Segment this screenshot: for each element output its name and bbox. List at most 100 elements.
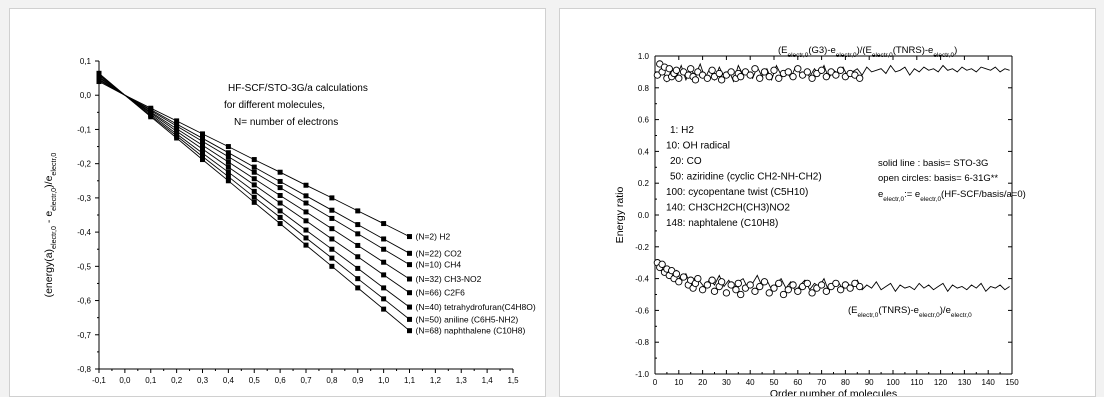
data-point (407, 304, 412, 310)
annotation-line: for different molecules, (224, 100, 325, 111)
series-label: (N=2) H2 (416, 232, 451, 242)
x-tick-label: 0 (653, 378, 658, 387)
data-point (277, 214, 283, 220)
open-circle-point (717, 76, 726, 84)
x-tick-label: 80 (841, 378, 850, 387)
open-circle-point (856, 282, 864, 291)
open-circle-point (803, 68, 811, 76)
data-point (251, 169, 257, 175)
y-tick-label: -0,4 (77, 228, 91, 237)
x-tick-label: 70 (817, 378, 826, 387)
x-tick-label: 0,8 (326, 376, 338, 385)
open-circle-point (737, 73, 745, 81)
legend-solid-line: solid line : basis= STO-3G (878, 158, 988, 169)
x-tick-label: 1,5 (507, 376, 519, 385)
y-tick-label: -0,6 (77, 297, 91, 306)
data-point (277, 192, 283, 198)
open-circle-point (703, 281, 712, 289)
open-circle-point (836, 66, 845, 74)
open-circle-point (775, 279, 783, 288)
data-point (174, 123, 180, 129)
data-point (225, 178, 231, 184)
y-tick-label: 0.4 (638, 147, 650, 156)
series-label: (N=10) CH4 (416, 260, 462, 270)
y-tick-label: -0.4 (635, 275, 649, 284)
open-circle-point (760, 278, 769, 286)
x-tick-label: 40 (746, 378, 755, 387)
data-point (200, 131, 205, 137)
data-point (355, 254, 361, 260)
data-point (329, 246, 335, 252)
data-point (303, 182, 309, 188)
x-tick-label: 0,4 (223, 376, 235, 385)
x-tick-label: 1,4 (482, 376, 494, 385)
data-point (329, 215, 335, 221)
x-tick-label: 0,0 (119, 376, 131, 385)
x-tick-label: 100 (886, 378, 900, 387)
open-circle-point (746, 281, 754, 289)
open-circle-point (691, 76, 700, 84)
data-point (251, 164, 257, 170)
x-tick-label: 0,5 (249, 376, 261, 385)
data-point (407, 250, 412, 256)
data-point (200, 138, 205, 144)
data-point (277, 178, 283, 184)
open-circle-point (756, 282, 764, 291)
data-point (225, 174, 231, 180)
open-circle-point (832, 279, 840, 288)
open-circle-point (658, 260, 666, 268)
data-point (407, 328, 412, 334)
open-circle-point (817, 66, 826, 74)
open-circle-point (789, 73, 797, 81)
open-circle-point (765, 289, 773, 297)
open-circle-point (756, 74, 764, 82)
molecule-list-item: 10: OH radical (666, 141, 730, 152)
data-point (329, 226, 335, 232)
annotation-line: N= number of electrons (234, 117, 338, 128)
data-point (303, 227, 309, 233)
series-label: (N=50) aniline (C6H5-NH2) (416, 314, 519, 324)
data-point (303, 200, 309, 206)
y-tick-label: 0.2 (638, 179, 650, 188)
open-circle-point (698, 286, 707, 294)
data-point (303, 242, 309, 248)
open-circle-point (808, 74, 816, 82)
open-circle-point (784, 68, 792, 76)
open-circle-point (779, 290, 788, 299)
data-point (407, 234, 412, 240)
open-circle-point (708, 276, 716, 284)
x-tick-label: 130 (958, 378, 972, 387)
y-tick-label: 0,1 (80, 57, 92, 66)
molecule-list-item: 100: cycopentane twist (C5H10) (666, 187, 808, 198)
data-point (148, 114, 154, 120)
open-circle-point (856, 74, 864, 82)
open-circle-point (710, 287, 719, 295)
open-circle-point (822, 287, 831, 295)
open-circle-point (808, 289, 816, 297)
open-circle-point (751, 65, 759, 73)
x-tick-label: 1,3 (456, 376, 468, 385)
x-axis-label: Order number of molecules (770, 388, 897, 396)
open-circle-point (789, 281, 797, 289)
x-tick-label: 0,2 (171, 376, 183, 385)
open-circle-point (836, 286, 845, 294)
x-tick-label: 0,7 (300, 376, 312, 385)
data-point (381, 246, 387, 252)
molecule-list-item: 140: CH3CH2CH(CH3)NO2 (666, 203, 790, 214)
data-point (355, 265, 361, 271)
data-point (200, 157, 205, 163)
x-tick-label: 0,6 (275, 376, 287, 385)
x-tick-label: 50 (770, 378, 779, 387)
open-circle-point (727, 281, 735, 289)
data-point (303, 235, 309, 241)
x-tick-label: 0,3 (197, 376, 209, 385)
y-tick-label: -0,2 (77, 160, 91, 169)
open-circle-point (665, 65, 673, 73)
y-tick-label: 0.0 (638, 211, 650, 220)
annotation-line: HF-SCF/STO-3G/a calculations (228, 83, 368, 94)
x-tick-label: 10 (674, 378, 683, 387)
series-label: (N=22) CO2 (416, 248, 462, 258)
open-circle-point (722, 289, 731, 297)
y-tick-label: 1.0 (638, 52, 650, 61)
open-circle-point (672, 270, 681, 278)
